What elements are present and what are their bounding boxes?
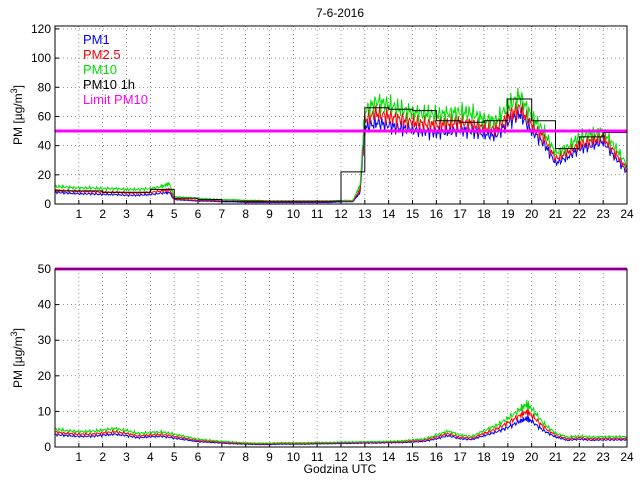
x-tick-label: 22 [573,450,587,464]
x-tick-label: 2 [99,450,106,464]
legend-entry: PM10 1h [83,77,135,92]
x-tick-label: 18 [477,450,491,464]
x-tick-label: 5 [171,207,178,221]
x-tick-label: 4 [147,207,154,221]
x-tick-label: 11 [311,207,324,221]
y-tick-label: 0 [44,440,51,454]
x-tick-label: 15 [406,450,420,464]
y-tick-label: 20 [38,369,52,383]
y-tick-label: 50 [38,262,52,276]
y-axis-label: PM [µg/m3] [9,328,25,388]
x-tick-label: 7 [218,207,225,221]
legend-entry: Limit PM10 [83,92,148,107]
bottom-panel: 1 2 3 4 5 6 7 8 9 10 11 12 13 14 15 16 17 18 19 20 21 22 23 240… [9,262,634,464]
x-tick-label: 13 [358,207,372,221]
figure-title: 7-6-2016 [316,6,364,20]
x-tick-label: 14 [382,207,396,221]
legend-entry: PM2.5 [83,47,121,62]
x-tick-label: 16 [430,450,444,464]
x-tick-label: 3 [123,450,130,464]
axes-frame [54,268,628,448]
series-line-pm10 [55,399,627,445]
y-tick-label: 10 [38,404,52,418]
axes-frame [54,25,628,205]
y-tick-label: 0 [44,197,51,211]
x-tick-label: 13 [358,450,372,464]
x-tick-label: 8 [242,450,249,464]
x-tick-label: 21 [549,450,563,464]
legend-entry: PM10 [83,62,117,77]
x-tick-label: 18 [477,207,491,221]
x-tick-label: 19 [501,207,515,221]
x-tick-label: 6 [195,207,202,221]
y-tick-label: 30 [38,333,52,347]
series-line-pm1 [55,414,627,446]
y-tick-label: 120 [31,22,51,36]
y-tick-label: 60 [38,109,52,123]
x-tick-label: 1 [75,450,82,464]
x-tick-label: 17 [453,450,467,464]
x-tick-label: 11 [311,450,324,464]
series-group [55,87,627,204]
x-tick-label: 19 [501,450,515,464]
x-tick-label: 20 [525,450,539,464]
x-tick-label: 15 [406,207,420,221]
x-tick-label: 20 [525,207,539,221]
y-tick-label: 20 [38,168,52,182]
x-tick-label: 24 [620,207,634,221]
x-tick-label: 17 [453,207,467,221]
x-tick-label: 12 [334,450,348,464]
x-tick-label: 14 [382,450,396,464]
y-axis-label: PM [µg/m3] [9,85,25,145]
x-tick-label: 12 [334,207,348,221]
x-tick-label: 6 [195,450,202,464]
x-tick-label: 9 [266,207,273,221]
x-tick-label: 7 [218,450,225,464]
y-tick-label: 100 [31,51,51,65]
x-tick-label: 2 [99,207,106,221]
y-tick-label: 40 [38,298,52,312]
series-line-pm10-1h [55,98,627,202]
series-group [55,399,627,446]
x-tick-label: 10 [287,207,301,221]
legend-entry: PM1 [83,32,110,47]
x-tick-label: 23 [596,207,610,221]
x-tick-label: 1 [75,207,82,221]
y-tick-label: 80 [38,80,52,94]
x-tick-label: 24 [620,450,634,464]
x-tick-label: 16 [430,207,444,221]
x-tick-label: 23 [596,450,610,464]
x-tick-label: 3 [123,207,130,221]
y-tick-label: 40 [38,139,52,153]
x-tick-label: 10 [287,450,301,464]
x-tick-label: 8 [242,207,249,221]
x-tick-label: 22 [573,207,587,221]
x-tick-label: 4 [147,450,154,464]
top-panel: 1 2 3 4 5 6 7 8 9 10 11 12 13 14 15 16 17 18 19 20 21 22 23 240… [9,22,634,221]
x-axis-label: Godzina UTC [304,462,377,476]
x-tick-label: 21 [549,207,563,221]
x-tick-label: 5 [171,450,178,464]
x-tick-label: 9 [266,450,273,464]
